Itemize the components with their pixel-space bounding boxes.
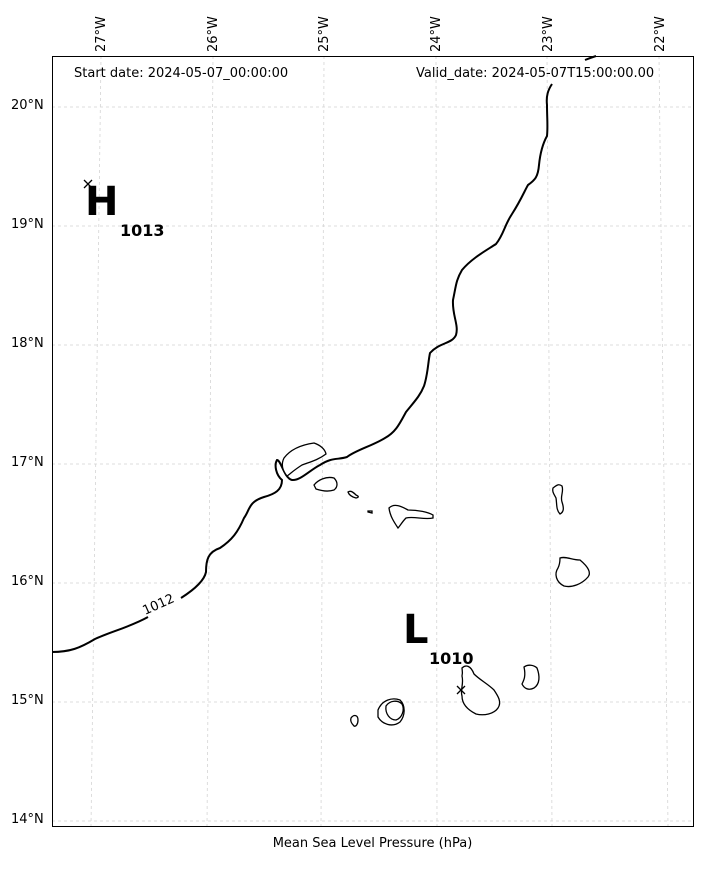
island-ilheu-raso	[367, 510, 373, 514]
island-santiago	[460, 665, 501, 716]
high-pressure-letter: H	[85, 179, 119, 225]
start-date-label: Start date: 2024-05-07_00:00:00	[74, 66, 289, 81]
low-pressure-value: 1010	[429, 649, 474, 668]
lat-tick-15n: 15°N	[11, 693, 44, 708]
low-pressure-letter: L	[403, 607, 429, 653]
lat-tick-17n: 17°N	[11, 455, 44, 470]
island-maio	[521, 664, 540, 690]
map-frame	[52, 56, 694, 827]
isobar-label: 1012	[141, 591, 177, 618]
island-brava	[350, 714, 359, 727]
lat-tick-18n: 18°N	[11, 336, 44, 351]
lon-tick-25w: 25°W	[317, 16, 332, 52]
valid-date-label: Valid_date: 2024-05-07T15:00:00.00	[416, 66, 655, 81]
low-centre-marker	[456, 685, 466, 695]
island-santo-antao	[281, 442, 327, 477]
lon-tick-26w: 26°W	[206, 16, 221, 52]
islands	[281, 442, 590, 727]
lat-tick-19n: 19°N	[11, 217, 44, 232]
lon-tick-27w: 27°W	[94, 16, 109, 52]
lon-tick-22w: 22°W	[653, 16, 668, 52]
island-santa-luzia	[347, 490, 359, 499]
lon-tick-24w: 24°W	[429, 16, 444, 52]
high-centre-marker	[83, 179, 93, 189]
island-boa-vista	[555, 556, 590, 588]
lon-tick-23w: 23°W	[541, 16, 556, 52]
gridlines	[52, 55, 693, 827]
centre-markers	[83, 179, 466, 695]
isobar-1012	[51, 55, 597, 653]
island-sao-nicolau	[388, 504, 434, 530]
island-fogo-inner	[385, 700, 404, 721]
lat-tick-16n: 16°N	[11, 574, 44, 589]
island-sal	[552, 484, 564, 515]
lat-tick-20n: 20°N	[11, 98, 44, 113]
map-caption: Mean Sea Level Pressure (hPa)	[272, 836, 473, 851]
lat-tick-14n: 14°N	[11, 812, 44, 827]
high-pressure-value: 1013	[120, 221, 165, 240]
island-sao-vicente	[313, 476, 338, 492]
